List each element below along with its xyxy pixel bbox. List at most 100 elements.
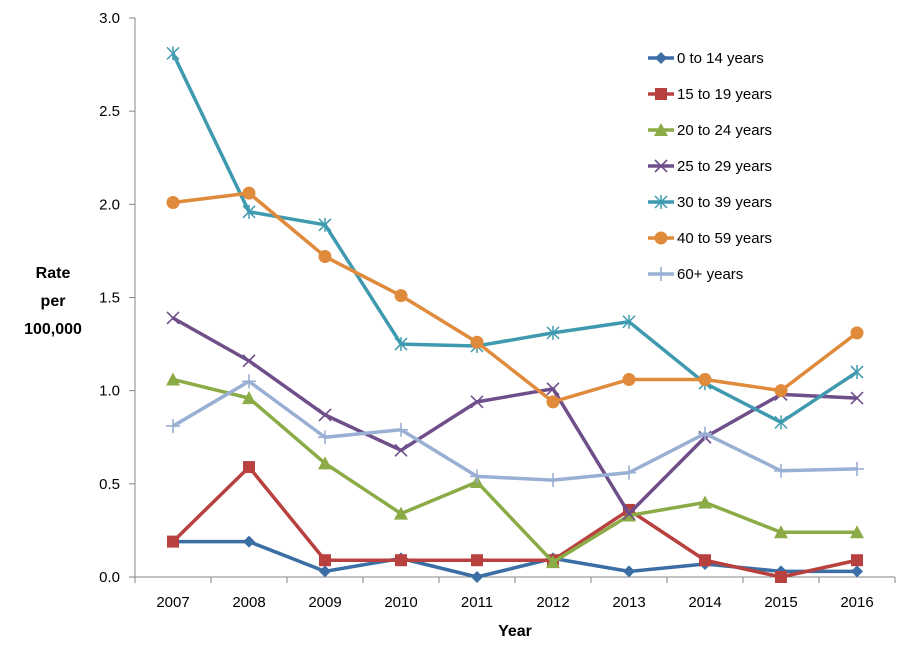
data-point: [471, 554, 483, 567]
data-point: [546, 325, 560, 340]
data-point: [318, 408, 332, 422]
y-tick-label: 3.0: [99, 10, 120, 27]
data-point: [698, 372, 712, 386]
data-point: [319, 554, 331, 567]
series-line: [172, 379, 858, 482]
data-point: [395, 554, 407, 567]
x-tick-label: 2009: [308, 594, 341, 611]
data-point: [471, 571, 483, 583]
legend-label: 40 to 59 years: [677, 230, 772, 247]
x-tick-label: 2016: [840, 594, 873, 611]
data-point: [546, 395, 560, 409]
legend-entry: 30 to 39 years: [648, 194, 772, 211]
x-tick-label: 2013: [612, 594, 645, 611]
data-point: [394, 422, 408, 437]
data-point: [318, 456, 332, 470]
data-point: [166, 311, 180, 325]
series-line: [172, 191, 859, 404]
legend-label: 0 to 14 years: [677, 50, 764, 67]
data-point: [394, 289, 408, 303]
data-point: [774, 525, 788, 539]
series-6: [166, 186, 864, 409]
data-point: [243, 461, 255, 474]
data-point: [850, 461, 864, 476]
series-line: [171, 465, 858, 579]
data-point: [318, 430, 332, 445]
data-point: [623, 565, 635, 578]
data-point: [319, 565, 331, 578]
legend-entry: 25 to 29 years: [648, 158, 772, 175]
y-tick-label: 2.0: [99, 196, 120, 213]
series-2: [167, 461, 863, 583]
series-line: [171, 52, 858, 425]
legend-marker: [654, 195, 668, 209]
series-7: [166, 374, 864, 488]
legend-marker: [654, 231, 668, 245]
series-layer: [166, 46, 864, 583]
data-point: [774, 415, 788, 430]
chart-axes: [129, 17, 896, 583]
x-tick-label: 2012: [536, 594, 569, 611]
y-tick-label: 1.0: [99, 383, 120, 400]
x-tick-label: 2010: [384, 594, 417, 611]
legend-marker: [654, 123, 668, 136]
data-point: [166, 46, 180, 61]
data-point: [318, 250, 332, 264]
legend-entry: 0 to 14 years: [648, 50, 764, 67]
legend-label: 30 to 39 years: [677, 194, 772, 211]
data-point: [470, 469, 484, 484]
data-point: [851, 554, 863, 567]
data-point: [698, 426, 712, 441]
data-point: [622, 507, 636, 521]
legend-label: 60+ years: [677, 266, 743, 283]
data-point: [622, 465, 636, 480]
y-tick-label: 0.5: [99, 476, 120, 493]
data-point: [546, 555, 560, 569]
series-line: [172, 316, 858, 516]
legend-marker: [655, 88, 667, 100]
y-tick-label: 0.0: [99, 569, 120, 586]
data-point: [698, 495, 712, 509]
data-point: [850, 525, 864, 539]
y-tick-labels: 0.0 0.5 1.0 1.5 2.0 2.5 3.0: [99, 10, 120, 586]
x-tick-label: 2008: [232, 594, 265, 611]
data-point: [546, 382, 560, 396]
data-point: [470, 395, 484, 409]
x-tick-label: 2007: [156, 594, 189, 611]
data-point: [166, 195, 180, 209]
data-point: [470, 335, 484, 349]
data-point: [546, 473, 560, 488]
legend-label: 25 to 29 years: [677, 158, 772, 175]
data-point: [394, 337, 408, 352]
data-point: [242, 374, 256, 389]
legend-marker: [654, 159, 668, 173]
x-tick-label: 2011: [461, 594, 493, 611]
y-tick-label: 1.5: [99, 290, 120, 307]
data-point: [243, 535, 255, 548]
data-point: [166, 372, 180, 386]
legend-label: 20 to 24 years: [677, 122, 772, 139]
legend-entry: 15 to 19 years: [648, 86, 772, 103]
y-axis-title-line-3: 100,000: [24, 321, 82, 338]
data-point: [851, 565, 863, 578]
data-point: [394, 443, 408, 457]
data-point: [242, 391, 256, 405]
data-point: [622, 372, 636, 386]
data-point: [167, 535, 179, 548]
y-tick-label: 2.5: [99, 103, 120, 120]
legend-marker: [655, 52, 667, 64]
data-point: [242, 186, 256, 200]
data-point: [774, 463, 788, 478]
data-point: [850, 326, 864, 340]
legend-marker: [654, 267, 668, 281]
data-point: [394, 506, 408, 520]
legend: 0 to 14 years 15 to 19 years 20 to 24 year…: [648, 50, 772, 283]
data-point: [850, 391, 864, 405]
series-3: [166, 372, 864, 569]
legend-label: 15 to 19 years: [677, 86, 772, 103]
x-tick-label: 2014: [688, 594, 721, 611]
data-point: [774, 384, 788, 398]
data-point: [318, 217, 332, 232]
y-axis-title-line-1: Rate: [36, 265, 71, 282]
